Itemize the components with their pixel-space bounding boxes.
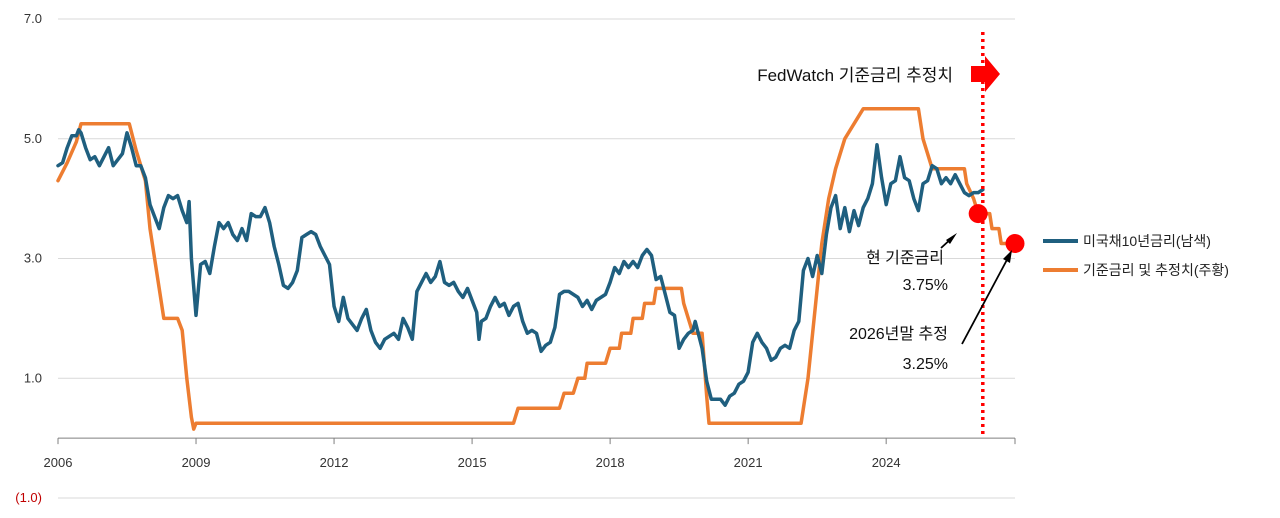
current-rate-value: 3.75% bbox=[903, 277, 948, 294]
forecast-rate-marker bbox=[1005, 234, 1025, 254]
forecast-rate-value: 3.25% bbox=[903, 356, 948, 373]
legend-label-policy: 기준금리 및 추정치(주황) bbox=[1083, 262, 1229, 278]
x-tick-label: 2012 bbox=[320, 455, 349, 470]
y-tick-label: 7.0 bbox=[24, 11, 42, 26]
y-tick-label: 3.0 bbox=[24, 251, 42, 266]
y-axis-ticks: 7.0 5.0 3.0 1.0 (1.0) bbox=[15, 11, 42, 505]
x-tick-label: 2021 bbox=[734, 455, 763, 470]
y-tick-label: (1.0) bbox=[15, 490, 42, 505]
forecast-rate-label: 2026년말 추정 bbox=[849, 325, 948, 343]
legend-label-treasury: 미국채10년금리(남색) bbox=[1083, 233, 1211, 249]
current-rate-marker bbox=[968, 204, 988, 224]
series-line-policy bbox=[56, 107, 1017, 431]
forecast-rate-arrowhead-icon bbox=[1003, 250, 1012, 263]
markers bbox=[968, 204, 1025, 254]
current-rate-arrowhead-icon bbox=[946, 233, 957, 244]
forecast-arrow-icon bbox=[971, 56, 1000, 92]
forecast-rate-pointer bbox=[961, 255, 1010, 345]
series-lines bbox=[56, 32, 1017, 436]
x-tick-label: 2006 bbox=[44, 455, 73, 470]
x-axis-ticks: 2006 2009 2012 2015 2018 2021 2024 bbox=[44, 438, 1016, 470]
y-tick-label: 5.0 bbox=[24, 131, 42, 146]
grid-lines bbox=[58, 18, 1015, 499]
x-tick-label: 2024 bbox=[872, 455, 901, 470]
y-tick-label: 1.0 bbox=[24, 370, 42, 385]
current-rate-label: 현 기준금리 bbox=[866, 249, 944, 267]
series-line-treasury bbox=[56, 128, 985, 407]
x-tick-label: 2009 bbox=[182, 455, 211, 470]
fedwatch-annotation: FedWatch 기준금리 추정치 bbox=[757, 66, 953, 85]
legend: 미국채10년금리(남색) 기준금리 및 추정치(주황) bbox=[1043, 233, 1229, 278]
x-tick-label: 2018 bbox=[596, 455, 625, 470]
x-tick-label: 2015 bbox=[458, 455, 487, 470]
